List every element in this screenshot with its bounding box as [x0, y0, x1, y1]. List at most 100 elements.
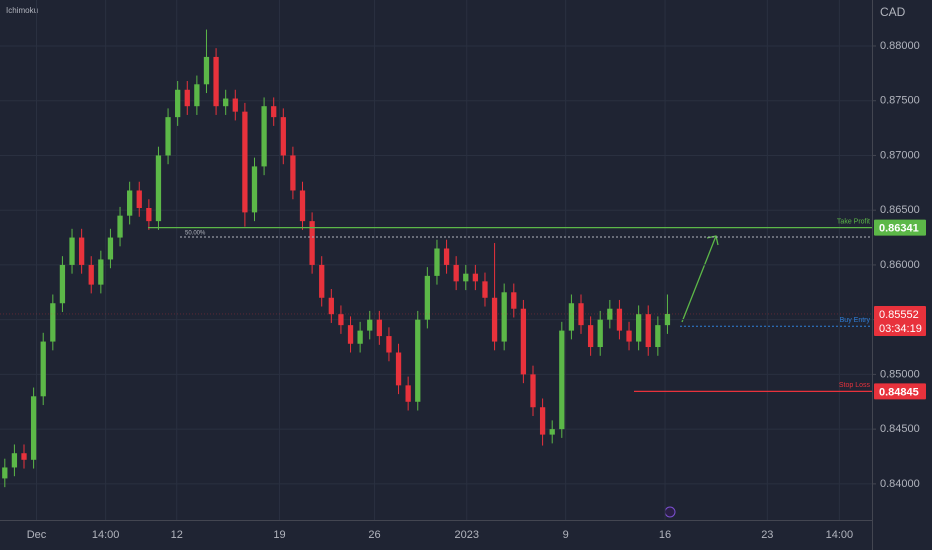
candle-body	[165, 117, 171, 156]
y-tick-label: 0.85000	[880, 368, 920, 380]
candle-body	[597, 319, 603, 348]
candle-body	[78, 237, 85, 265]
candle-body	[98, 259, 104, 285]
level-label: 50.00%	[185, 231, 206, 237]
y-tick-label: 0.86000	[880, 259, 920, 271]
candle-body	[242, 111, 248, 213]
x-tick-label: 14:00	[826, 529, 854, 541]
last-price-box	[874, 305, 926, 336]
candle-body	[645, 314, 651, 348]
candle-body	[59, 264, 66, 304]
candle-body	[539, 407, 546, 435]
y-tick-label: 0.84500	[880, 423, 920, 435]
price-box-label: 0.84845	[879, 386, 919, 398]
candle-body	[367, 319, 373, 331]
level-label: Buy Entry	[840, 317, 871, 324]
candle-body	[69, 237, 75, 265]
candle-body	[559, 330, 565, 430]
candle-body	[347, 325, 354, 344]
candle-body	[655, 325, 661, 348]
y-tick-label: 0.84000	[880, 478, 920, 490]
price-box-label: 0.86341	[879, 223, 919, 235]
indicator-name: Ichimoku	[6, 6, 38, 15]
candle-body	[203, 56, 210, 85]
candle-body	[30, 396, 37, 460]
projection-arrow	[681, 235, 717, 323]
candle-body	[549, 429, 555, 435]
candle-body	[453, 264, 459, 282]
level-label: Stop Loss	[839, 382, 871, 389]
last-price-label: 0.85552	[879, 309, 919, 321]
candle-body	[357, 330, 363, 344]
candle-body	[50, 303, 56, 342]
x-tick-label: 16	[659, 529, 671, 541]
candle-body	[261, 106, 267, 167]
candle-body	[309, 221, 315, 265]
y-tick-label: 0.87000	[880, 149, 920, 161]
candle-body	[2, 467, 8, 479]
candle-body	[395, 352, 402, 386]
candle-body	[376, 319, 382, 337]
y-tick-label: 0.86500	[880, 204, 920, 216]
candle-body	[520, 308, 527, 375]
price-box	[874, 219, 926, 236]
candle-body	[472, 273, 479, 282]
x-tick-label: Dec	[27, 529, 47, 541]
x-tick-label: 12	[171, 529, 183, 541]
candle-body	[405, 385, 411, 402]
x-tick-label: 9	[563, 529, 569, 541]
candle-body	[299, 190, 306, 222]
candle-body	[664, 313, 671, 326]
candle-body	[194, 84, 200, 107]
candle-body	[232, 98, 238, 112]
candle-body	[127, 190, 133, 216]
candle-body	[117, 215, 123, 238]
candle-body	[415, 319, 421, 402]
candle-body	[136, 190, 142, 208]
candle-body	[443, 248, 450, 265]
candle-body	[482, 281, 488, 298]
x-tick-label: 14:00	[92, 529, 120, 541]
candle-body	[338, 314, 344, 326]
candle-body	[223, 98, 229, 107]
x-tick-label: 2023	[454, 529, 478, 541]
candle-body	[155, 155, 162, 222]
candle-body	[107, 237, 114, 260]
candle-body	[616, 308, 623, 331]
candle-body	[146, 208, 152, 222]
candle-body	[463, 273, 469, 282]
candle-body	[578, 303, 584, 326]
candle-body	[635, 314, 642, 342]
candle-body	[184, 89, 190, 107]
event-icon	[664, 506, 676, 518]
candle-body	[175, 89, 181, 118]
y-tick-label: 0.87500	[880, 95, 920, 107]
x-tick-label: 19	[273, 529, 285, 541]
candle-body	[626, 330, 632, 342]
candle-body	[11, 453, 18, 468]
candle-body	[213, 56, 219, 107]
currency-label: CAD	[880, 5, 906, 19]
candle-body	[587, 325, 594, 348]
x-tick-label: 26	[368, 529, 380, 541]
countdown-label: 03:34:19	[879, 323, 922, 335]
candle-body	[434, 248, 440, 276]
candle-body	[40, 341, 46, 397]
candle-body	[280, 117, 286, 156]
candle-body	[424, 275, 430, 320]
candle-body	[251, 166, 258, 213]
candle-body	[511, 292, 517, 309]
y-tick-label: 0.88000	[880, 40, 920, 52]
x-tick-label: 23	[761, 529, 773, 541]
level-label: Take Profit	[837, 218, 870, 225]
candle-body	[530, 374, 536, 408]
candle-body	[271, 106, 277, 118]
candle-body	[501, 292, 507, 342]
candle-body	[21, 453, 27, 460]
candle-body	[290, 155, 296, 191]
candle-body	[491, 297, 498, 342]
price-box	[874, 383, 926, 400]
candle-body	[328, 297, 334, 315]
